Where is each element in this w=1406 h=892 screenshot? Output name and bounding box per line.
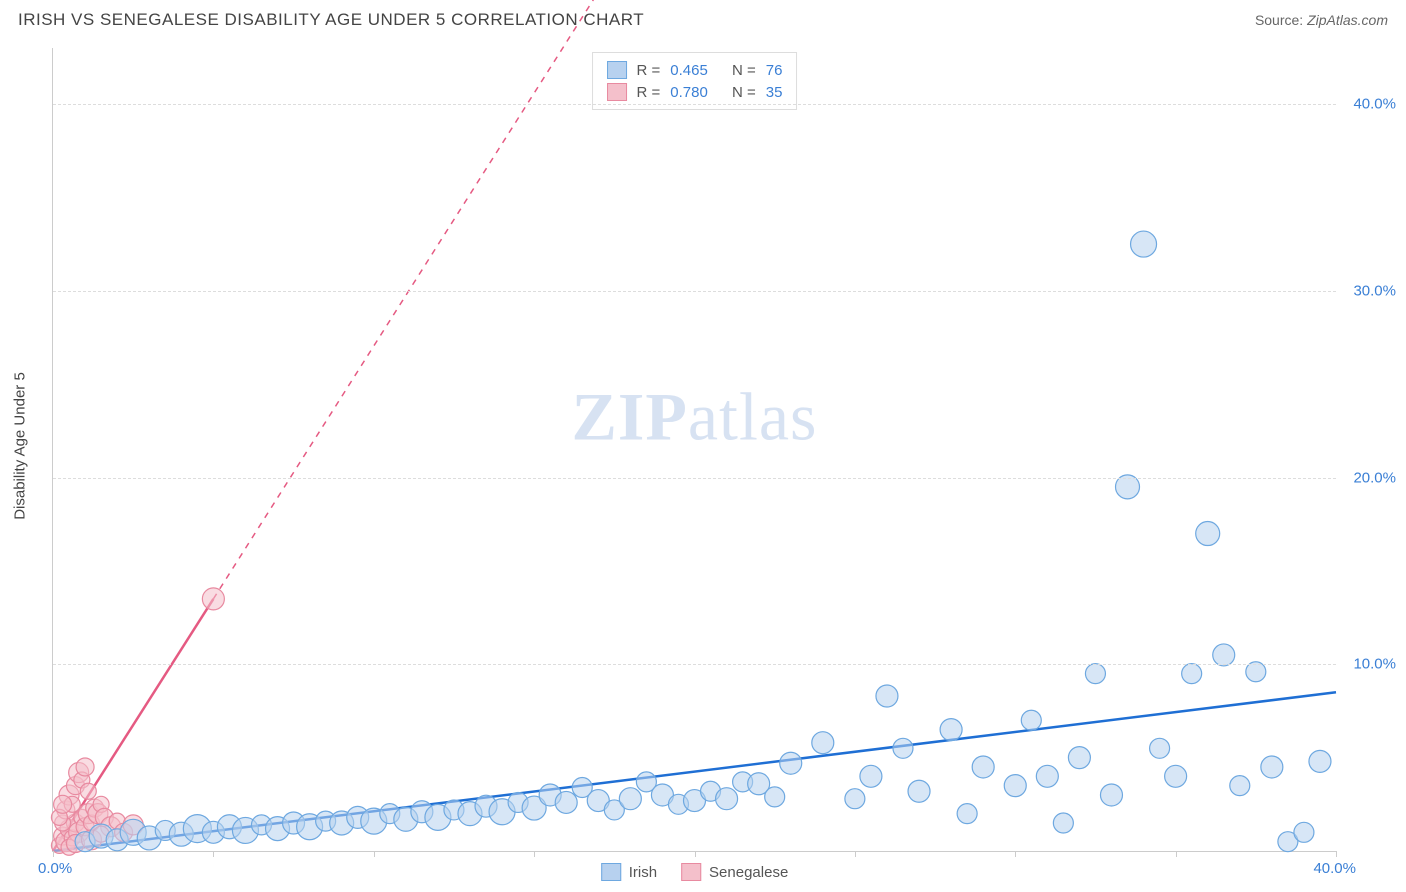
data-point <box>845 789 865 809</box>
data-point <box>76 758 94 776</box>
data-point <box>908 780 930 802</box>
irish-r-value: 0.465 <box>670 62 708 79</box>
legend-bottom: Irish Senegalese <box>601 863 789 881</box>
data-point <box>1165 765 1187 787</box>
data-point <box>1150 738 1170 758</box>
data-point <box>1261 756 1283 778</box>
data-point <box>1068 747 1090 769</box>
y-tick-label: 20.0% <box>1353 469 1396 486</box>
legend-label-senegalese: Senegalese <box>709 864 788 881</box>
gridline <box>53 291 1336 292</box>
data-point <box>860 765 882 787</box>
data-point <box>80 783 96 799</box>
data-point <box>765 787 785 807</box>
x-tick <box>374 851 375 857</box>
source-label: Source: <box>1255 12 1303 28</box>
source-attribution: Source: ZipAtlas.com <box>1255 12 1388 28</box>
x-tick-label-min: 0.0% <box>38 860 72 877</box>
scatter-svg <box>53 48 1336 851</box>
swatch-senegalese <box>607 83 627 101</box>
data-point <box>619 788 641 810</box>
data-point <box>1309 750 1331 772</box>
chart-title: IRISH VS SENEGALESE DISABILITY AGE UNDER… <box>18 10 644 30</box>
y-axis-label: Disability Age Under 5 <box>12 372 29 520</box>
gridline <box>53 664 1336 665</box>
x-tick <box>695 851 696 857</box>
source-value: ZipAtlas.com <box>1307 12 1388 28</box>
data-point <box>972 756 994 778</box>
legend-item-irish: Irish <box>601 863 657 881</box>
x-tick-label-max: 40.0% <box>1313 860 1356 877</box>
data-point <box>876 685 898 707</box>
swatch-irish-bottom <box>601 863 621 881</box>
data-point <box>1182 664 1202 684</box>
x-tick <box>213 851 214 857</box>
n-label: N = <box>732 62 756 79</box>
x-tick <box>1015 851 1016 857</box>
stats-legend-box: R = 0.465 N = 76 R = 0.780 N = 35 <box>592 52 798 110</box>
chart-plot-area: ZIPatlas R = 0.465 N = 76 R = 0.780 N = … <box>52 48 1336 852</box>
legend-label-irish: Irish <box>629 864 657 881</box>
x-tick <box>1336 851 1337 857</box>
y-tick-label: 30.0% <box>1353 282 1396 299</box>
data-point <box>1036 765 1058 787</box>
data-point <box>1213 644 1235 666</box>
x-tick <box>534 851 535 857</box>
x-tick <box>855 851 856 857</box>
gridline <box>53 478 1336 479</box>
swatch-irish <box>607 61 627 79</box>
data-point <box>893 738 913 758</box>
swatch-senegalese-bottom <box>681 863 701 881</box>
data-point <box>202 588 224 610</box>
data-point <box>1004 775 1026 797</box>
stats-row-senegalese: R = 0.780 N = 35 <box>607 81 783 103</box>
x-tick <box>53 851 54 857</box>
data-point <box>1100 784 1122 806</box>
data-point <box>1230 776 1250 796</box>
r-label: R = <box>637 62 661 79</box>
stats-row-irish: R = 0.465 N = 76 <box>607 59 783 81</box>
gridline <box>53 104 1336 105</box>
y-tick-label: 40.0% <box>1353 96 1396 113</box>
data-point <box>1085 664 1105 684</box>
data-point <box>957 804 977 824</box>
data-point <box>1021 710 1041 730</box>
senegalese-n-value: 35 <box>766 84 783 101</box>
data-point <box>780 752 802 774</box>
data-point <box>1196 522 1220 546</box>
data-point <box>555 791 577 813</box>
n-label-2: N = <box>732 84 756 101</box>
senegalese-r-value: 0.780 <box>670 84 708 101</box>
legend-item-senegalese: Senegalese <box>681 863 788 881</box>
data-point <box>940 719 962 741</box>
data-point <box>54 795 72 813</box>
data-point <box>812 732 834 754</box>
irish-n-value: 76 <box>766 62 783 79</box>
data-point <box>1294 822 1314 842</box>
data-point <box>1131 231 1157 257</box>
data-point <box>1053 813 1073 833</box>
r-label-2: R = <box>637 84 661 101</box>
data-point <box>716 788 738 810</box>
x-tick <box>1176 851 1177 857</box>
y-tick-label: 10.0% <box>1353 656 1396 673</box>
